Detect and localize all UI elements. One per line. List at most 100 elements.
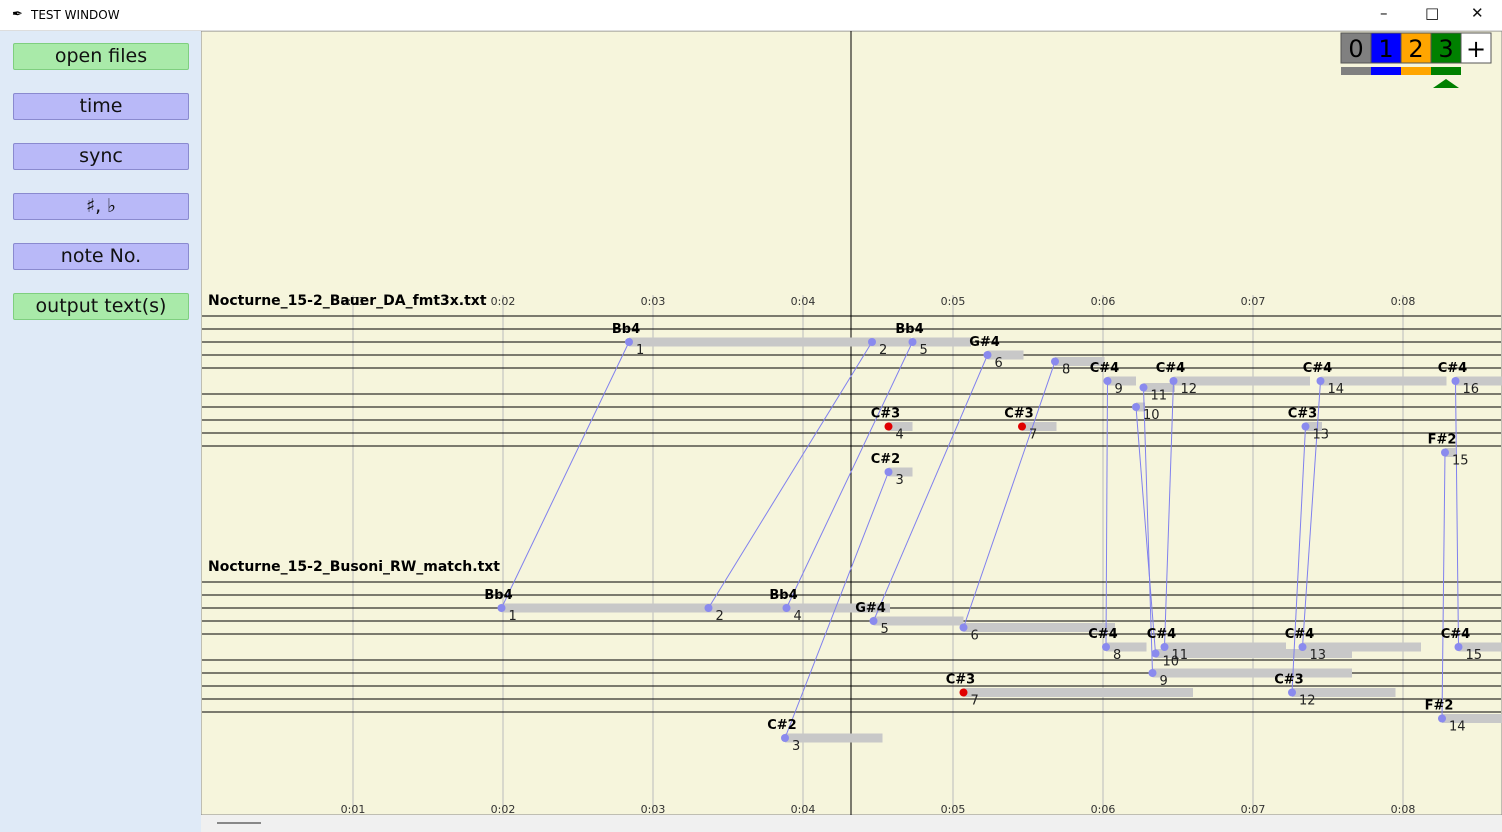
- match-link: [1105, 380, 1108, 648]
- match-link: [963, 361, 1056, 628]
- note-bar: [872, 337, 911, 347]
- note-number: 7: [1029, 428, 1037, 443]
- note-dot: [884, 422, 893, 431]
- note-number: 6: [971, 629, 979, 644]
- time-tick-label: 0:05: [941, 295, 966, 308]
- note-number: 2: [879, 343, 887, 358]
- note-bar: [1164, 642, 1286, 652]
- note-bar: [1106, 642, 1147, 652]
- track-tab[interactable]: 0: [1340, 32, 1372, 75]
- note-number: 12: [1181, 382, 1198, 397]
- note-number: 10: [1163, 655, 1180, 670]
- tab-box: [1340, 32, 1372, 64]
- note-name: C#4: [1147, 627, 1176, 642]
- note-bar: [1055, 357, 1105, 366]
- note-dot: [869, 617, 878, 625]
- note-dot: [1148, 669, 1157, 677]
- sidebar-button[interactable]: sync: [13, 143, 189, 170]
- tab-box: [1430, 32, 1462, 64]
- note-dot: [497, 604, 506, 612]
- match-link: [1135, 406, 1156, 654]
- sidebar-button[interactable]: open files: [13, 43, 189, 70]
- note-name: C#3: [1274, 673, 1303, 688]
- note-bar: [1107, 376, 1136, 386]
- time-tick-label: 0:04: [791, 295, 816, 308]
- minimize-button[interactable]: –: [1380, 4, 1388, 22]
- tab-label: 2: [1408, 35, 1423, 63]
- note-bar: [1152, 668, 1352, 678]
- tab-strip: [1431, 67, 1461, 75]
- note-dot: [1139, 383, 1148, 392]
- note-number: 5: [881, 622, 889, 637]
- track-file-name: Nocturne_15-2_Busoni_RW_match.txt: [208, 559, 500, 575]
- note-dot: [959, 623, 968, 632]
- note-dot: [1132, 403, 1140, 411]
- track-tab[interactable]: +: [1460, 32, 1492, 64]
- note-number: 3: [792, 739, 800, 754]
- note-dot: [625, 338, 633, 346]
- time-tick-label: 0:08: [1391, 295, 1416, 308]
- note-name: C#3: [1288, 407, 1317, 422]
- note-bar: [1143, 383, 1175, 392]
- note-number: 3: [896, 473, 904, 488]
- time-tick-label: 0:04: [791, 803, 816, 816]
- note-name: F#2: [1425, 699, 1454, 714]
- note-bar: [1173, 376, 1310, 386]
- note-bar: [785, 733, 883, 743]
- time-tick-label: 0:02: [491, 295, 516, 308]
- h-scrollbar[interactable]: [201, 815, 1502, 832]
- note-bar: [963, 688, 1193, 697]
- title-bar: ✒ TEST WINDOW – □ ✕: [0, 0, 1502, 31]
- note-bar: [888, 422, 913, 431]
- time-tick-label: 0:02: [491, 803, 516, 816]
- note-number: 2: [716, 609, 724, 624]
- note-number: 9: [1160, 674, 1168, 689]
- note-name: C#3: [946, 673, 975, 688]
- tab-strip: [1401, 67, 1431, 75]
- time-tick-label: 0:03: [641, 295, 666, 308]
- note-name: F#2: [1428, 433, 1457, 448]
- note-dot: [781, 734, 789, 742]
- note-bar: [1320, 376, 1447, 386]
- note-number: 11: [1172, 648, 1189, 663]
- note-bar: [501, 603, 889, 613]
- match-link: [1143, 387, 1153, 674]
- note-dot: [1438, 714, 1446, 723]
- match-link: [1455, 380, 1459, 648]
- track-tab[interactable]: 2: [1400, 32, 1432, 75]
- note-dot: [1451, 377, 1460, 385]
- track-tab[interactable]: 3: [1430, 32, 1462, 75]
- note-number: 14: [1449, 720, 1466, 735]
- match-link: [501, 341, 630, 609]
- app-icon: ✒: [12, 7, 23, 22]
- sidebar-button[interactable]: ♯, ♭: [13, 193, 189, 220]
- note-name: C#2: [871, 452, 900, 467]
- sidebar-button[interactable]: note No.: [13, 243, 189, 270]
- maximize-button[interactable]: □: [1425, 4, 1440, 22]
- time-tick-label: 0:03: [641, 803, 666, 816]
- sidebar-button[interactable]: time: [13, 93, 189, 120]
- track-tab[interactable]: 1: [1370, 32, 1402, 75]
- note-dot: [884, 468, 893, 476]
- note-number: 15: [1466, 648, 1483, 663]
- tab-box: [1370, 32, 1402, 64]
- note-name: Bb4: [895, 322, 923, 337]
- note-number: 9: [1115, 382, 1123, 397]
- note-dot: [983, 351, 992, 359]
- note-number: 12: [1299, 694, 1316, 709]
- note-bar: [987, 350, 1024, 360]
- note-dot: [868, 338, 876, 346]
- note-number: 13: [1313, 428, 1330, 443]
- time-tick-label: 0:05: [941, 803, 966, 816]
- time-tick-label: 0:07: [1241, 295, 1266, 308]
- note-dot: [1441, 448, 1449, 457]
- note-bar: [1455, 376, 1502, 386]
- tab-label: 3: [1438, 35, 1453, 63]
- note-dot: [782, 604, 791, 612]
- note-dot: [1160, 643, 1169, 651]
- tab-label: 1: [1378, 35, 1393, 63]
- close-button[interactable]: ✕: [1471, 4, 1484, 22]
- time-tick-label: 0:01: [341, 295, 366, 308]
- sidebar-button[interactable]: output text(s): [13, 293, 189, 320]
